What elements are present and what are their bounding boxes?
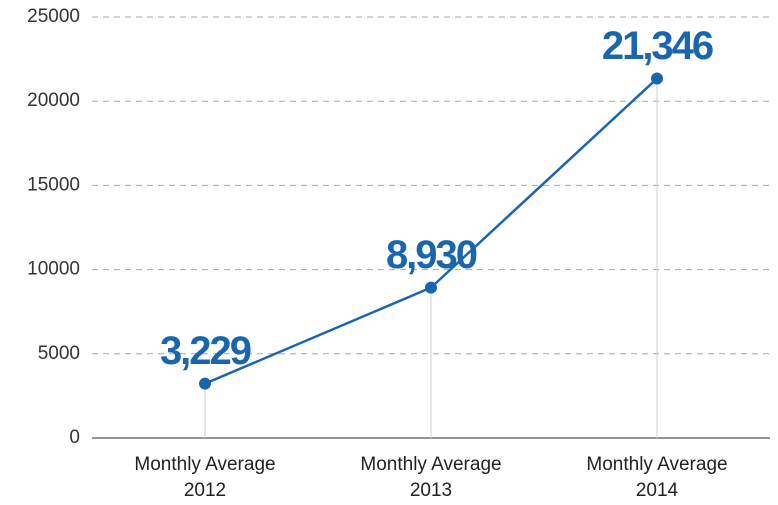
y-tick-label: 15000 — [27, 174, 80, 195]
value-label: 21,346 — [602, 24, 713, 68]
y-tick-label: 10000 — [27, 259, 80, 280]
y-tick-label: 5000 — [38, 343, 80, 364]
value-label: 3,229 — [160, 329, 251, 373]
point — [199, 377, 211, 390]
x-tick-label: Monthly Average 2013 — [360, 454, 502, 501]
x-tick-label: Monthly Average 2014 — [586, 454, 728, 501]
value-label: 8,930 — [386, 233, 477, 277]
point — [651, 72, 663, 85]
point — [425, 281, 437, 294]
x-tick-label: Monthly Average 2012 — [134, 454, 276, 501]
y-tick-label: 25000 — [27, 6, 80, 27]
y-tick-label: 0 — [69, 427, 80, 448]
y-tick-label: 20000 — [27, 90, 80, 111]
